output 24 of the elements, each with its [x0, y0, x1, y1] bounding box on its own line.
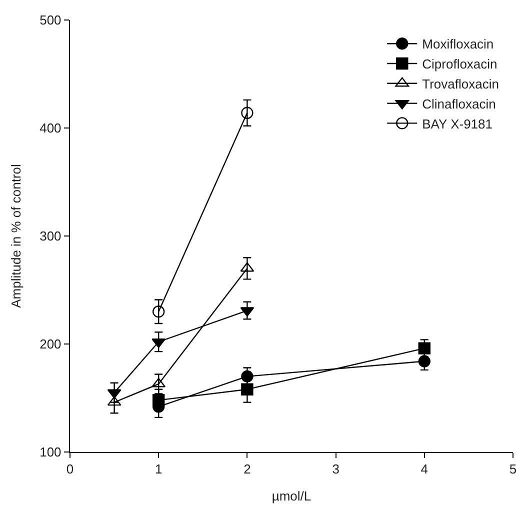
x-tick-label: 2 [244, 462, 251, 477]
x-tick-label: 1 [154, 462, 162, 477]
legend-label: Moxifloxacin [422, 36, 494, 52]
x-tick-label: 4 [420, 462, 428, 477]
x-tick-label: 5 [509, 462, 517, 477]
legend-label: Trovafloxacin [422, 76, 499, 92]
point [418, 342, 430, 354]
y-tick-label: 100 [40, 444, 62, 460]
point [418, 355, 430, 368]
y-axis-title: Amplitude in % of control [8, 164, 24, 308]
point [241, 383, 254, 396]
x-axis-title: µmol/L [272, 488, 312, 504]
y-tick-label: 400 [40, 120, 62, 136]
y-tick-label: 500 [40, 12, 62, 28]
legend-label: Clinafloxacin [422, 96, 496, 112]
x-tick-label: 0 [66, 462, 74, 477]
point [152, 394, 165, 406]
point [241, 106, 254, 119]
point [152, 306, 165, 318]
y-tick-label: 300 [40, 228, 62, 244]
legend-label: BAY X-9181 [422, 116, 492, 132]
x-tick-label: 3 [332, 462, 340, 477]
y-tick-label: 200 [40, 336, 62, 352]
legend-label: Ciprofloxacin [422, 56, 498, 72]
